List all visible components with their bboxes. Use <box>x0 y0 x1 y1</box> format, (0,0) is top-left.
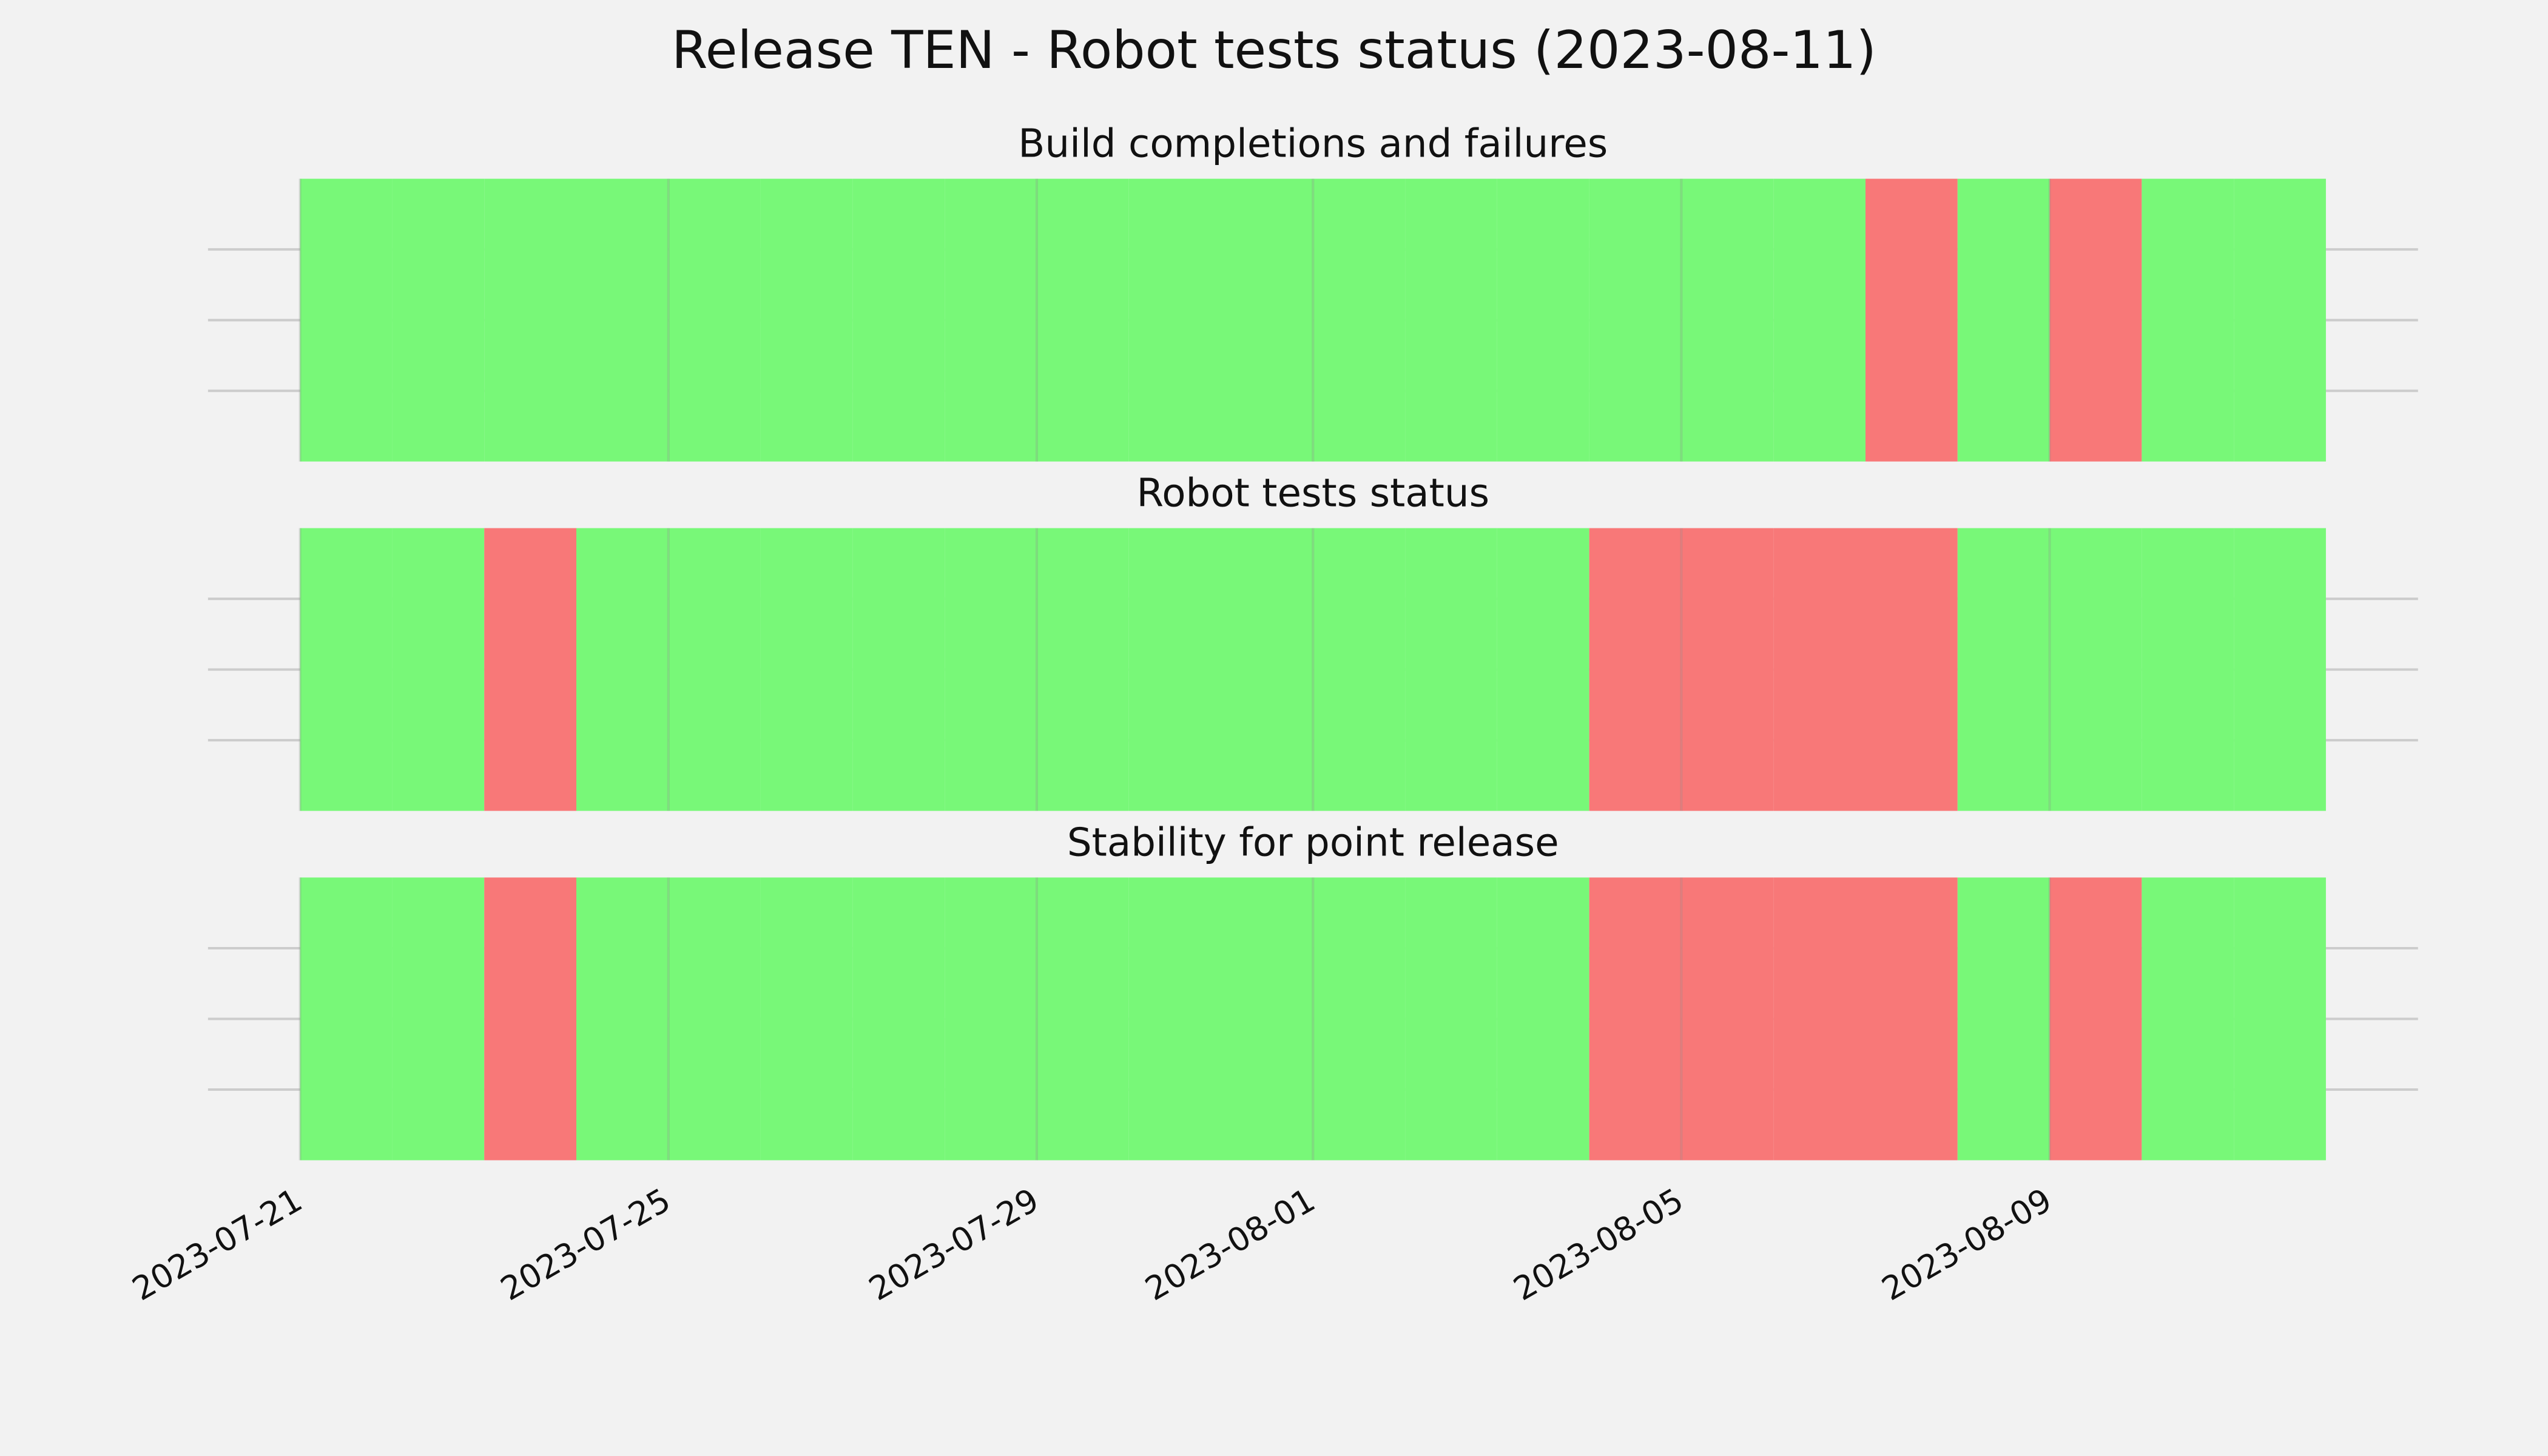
status-bar <box>668 877 761 1161</box>
status-bar <box>852 877 945 1161</box>
status-bar <box>576 528 669 811</box>
status-bar <box>1221 877 1313 1161</box>
status-bar <box>2049 178 2142 462</box>
status-bar <box>1866 528 1958 811</box>
status-bar <box>484 877 576 1161</box>
status-bar <box>576 877 669 1161</box>
status-bar <box>1681 178 1774 462</box>
status-bar <box>1957 528 2050 811</box>
status-bar <box>2234 877 2326 1161</box>
status-bar <box>1773 528 1866 811</box>
status-bar <box>1313 178 1406 462</box>
status-bar <box>760 877 853 1161</box>
status-bar <box>1128 877 1221 1161</box>
status-bar <box>1957 877 2050 1161</box>
status-bar <box>1313 877 1406 1161</box>
status-bar <box>1128 178 1221 462</box>
status-bar <box>2049 528 2142 811</box>
status-bar <box>1405 877 1497 1161</box>
status-bar <box>1681 528 1774 811</box>
status-bar <box>2234 528 2326 811</box>
status-bar <box>2234 178 2326 462</box>
status-bar <box>2142 178 2234 462</box>
status-bar <box>1497 877 1589 1161</box>
status-bar <box>2049 877 2142 1161</box>
status-bar <box>1681 877 1774 1161</box>
panel-title: Build completions and failures <box>1018 121 1608 167</box>
status-bar <box>484 178 576 462</box>
status-bar <box>1405 528 1497 811</box>
status-bar <box>392 528 485 811</box>
status-bar <box>1957 178 2050 462</box>
status-bar <box>1589 178 1682 462</box>
status-bar <box>1036 528 1129 811</box>
status-bar <box>760 528 853 811</box>
status-bar <box>1128 528 1221 811</box>
status-bar <box>760 178 853 462</box>
status-bar <box>1036 877 1129 1161</box>
chart-title: Release TEN - Robot tests status (2023-0… <box>672 20 1876 81</box>
status-bar <box>945 178 1037 462</box>
status-bar <box>1589 528 1682 811</box>
status-bar <box>300 877 393 1161</box>
status-bar <box>1405 178 1497 462</box>
status-bar <box>576 178 669 462</box>
status-bar <box>1866 178 1958 462</box>
status-bar <box>668 178 761 462</box>
panel-title: Stability for point release <box>1067 820 1559 865</box>
status-bar <box>392 877 485 1161</box>
status-bar <box>300 178 393 462</box>
status-bar <box>945 528 1037 811</box>
status-bar <box>1221 178 1313 462</box>
status-bar <box>668 528 761 811</box>
status-bar <box>1866 877 1958 1161</box>
status-bar <box>1313 528 1406 811</box>
status-bar <box>852 528 945 811</box>
status-bar <box>1773 178 1866 462</box>
status-bar <box>1221 528 1313 811</box>
status-bar <box>2142 528 2234 811</box>
status-bar <box>1589 877 1682 1161</box>
status-bar <box>852 178 945 462</box>
status-bar <box>392 178 485 462</box>
status-bar <box>1497 178 1589 462</box>
status-bar <box>1773 877 1866 1161</box>
status-bar <box>1036 178 1129 462</box>
status-bar <box>300 528 393 811</box>
status-bar <box>2142 877 2234 1161</box>
status-bar <box>484 528 576 811</box>
status-bar <box>945 877 1037 1161</box>
status-bar <box>1497 528 1589 811</box>
panel-title: Robot tests status <box>1136 471 1489 516</box>
